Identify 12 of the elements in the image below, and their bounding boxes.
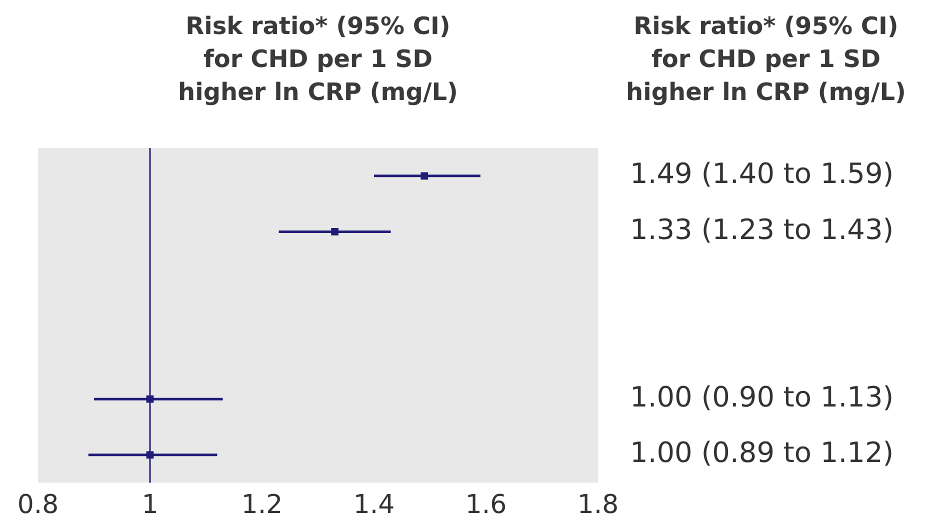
data-label: 1.33 (1.23 to 1.43): [630, 212, 894, 246]
chart-title: Risk ratio* (95% CI) for CHD per 1 SD higher ln CRP (mg/L): [177, 11, 459, 108]
x-tick-label: 1: [142, 490, 158, 520]
data-label: 1.00 (0.89 to 1.12): [630, 436, 894, 470]
x-tick-label: 0.8: [17, 490, 59, 520]
x-tick-label: 1.4: [353, 490, 395, 520]
text: Risk ratio* (95% CI) for CHD per 1 SD higher ln CRP (mg/L): [625, 11, 907, 108]
data-label: 1.49 (1.40 to 1.59): [630, 157, 894, 190]
x-tick-label: 1.2: [241, 490, 283, 520]
data-label: 1.00 (0.90 to 1.13): [630, 380, 894, 414]
x-tick-label: 1.6: [465, 490, 507, 520]
x-tick-label: 1.8: [577, 490, 619, 520]
